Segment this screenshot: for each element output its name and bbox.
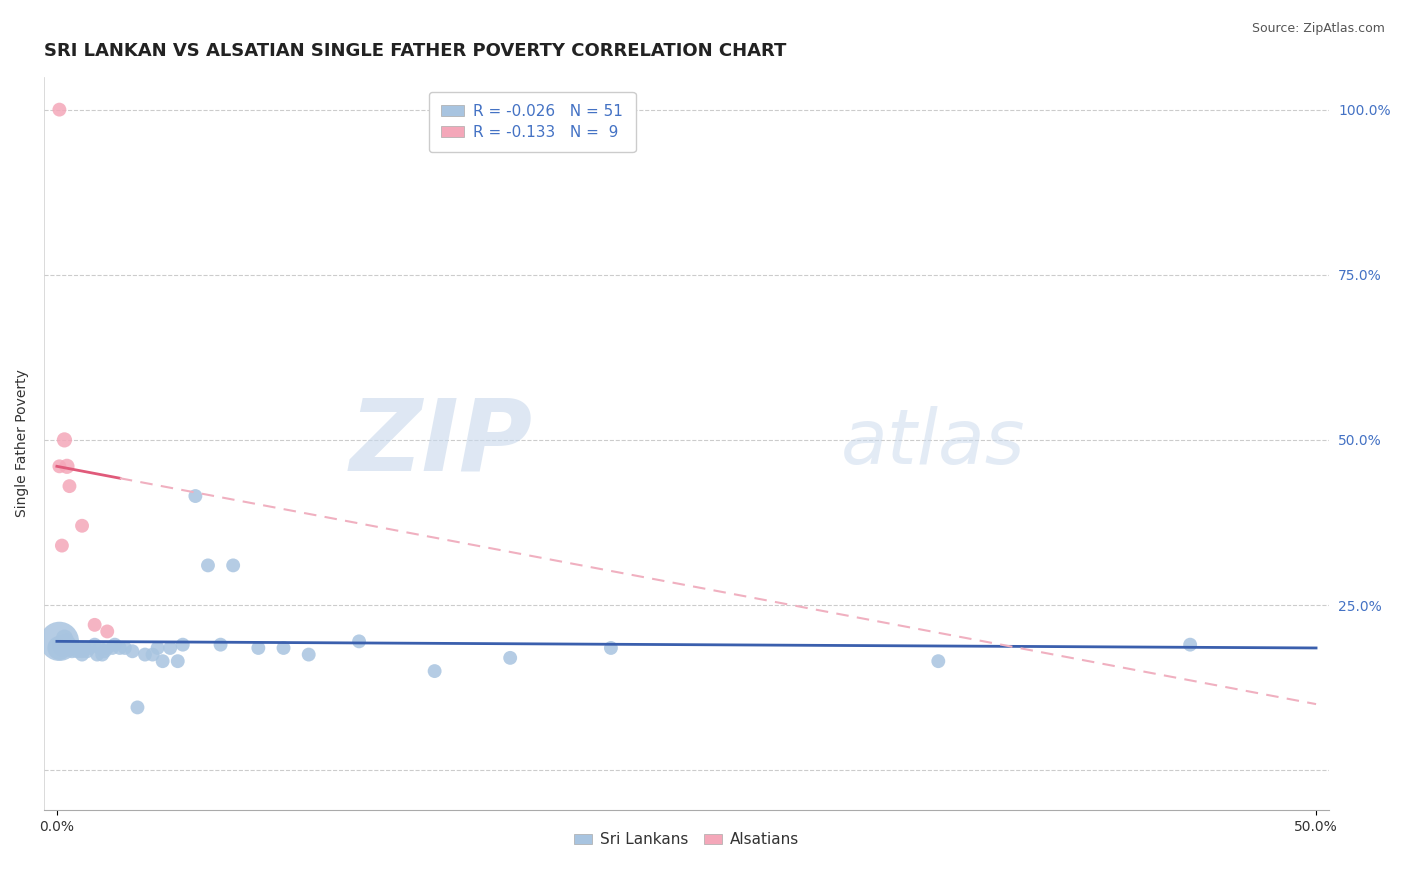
Point	[58, 638, 80, 652]
Point	[48, 640, 70, 655]
Point	[48, 634, 70, 648]
Point	[121, 644, 143, 658]
Point	[273, 640, 295, 655]
Point	[600, 640, 623, 655]
Point	[298, 648, 321, 662]
Point	[197, 558, 219, 573]
Point	[83, 638, 105, 652]
Text: Source: ZipAtlas.com: Source: ZipAtlas.com	[1251, 22, 1385, 36]
Point	[76, 644, 98, 658]
Point	[53, 640, 76, 655]
Legend: Sri Lankans, Alsatians: Sri Lankans, Alsatians	[568, 826, 806, 854]
Point	[159, 640, 181, 655]
Text: atlas: atlas	[841, 406, 1025, 480]
Point	[1178, 638, 1201, 652]
Point	[146, 640, 169, 655]
Point	[152, 654, 174, 668]
Point	[423, 664, 446, 678]
Point	[134, 648, 156, 662]
Point	[79, 640, 101, 655]
Point	[48, 103, 70, 117]
Point	[104, 638, 127, 652]
Point	[56, 640, 79, 655]
Point	[56, 459, 79, 474]
Point	[166, 654, 188, 668]
Point	[86, 648, 108, 662]
Point	[89, 640, 111, 655]
Point	[73, 640, 96, 655]
Point	[70, 644, 93, 658]
Point	[96, 640, 118, 655]
Point	[58, 640, 80, 655]
Text: ZIP: ZIP	[349, 394, 533, 491]
Point	[108, 640, 131, 655]
Point	[101, 640, 124, 655]
Point	[53, 631, 76, 645]
Point	[499, 651, 522, 665]
Point	[247, 640, 270, 655]
Point	[93, 644, 115, 658]
Point	[172, 638, 194, 652]
Point	[63, 640, 86, 655]
Point	[127, 700, 149, 714]
Point	[91, 648, 114, 662]
Point	[70, 518, 93, 533]
Point	[927, 654, 949, 668]
Point	[51, 638, 73, 652]
Point	[184, 489, 207, 503]
Point	[48, 459, 70, 474]
Point	[53, 433, 76, 447]
Point	[51, 539, 73, 553]
Point	[142, 648, 165, 662]
Point	[70, 648, 93, 662]
Point	[222, 558, 245, 573]
Point	[96, 624, 118, 639]
Point	[51, 640, 73, 655]
Point	[69, 640, 91, 655]
Point	[58, 479, 80, 493]
Text: SRI LANKAN VS ALSATIAN SINGLE FATHER POVERTY CORRELATION CHART: SRI LANKAN VS ALSATIAN SINGLE FATHER POV…	[44, 42, 786, 60]
Point	[209, 638, 232, 652]
Point	[83, 618, 105, 632]
Point	[114, 640, 136, 655]
Point	[60, 644, 83, 658]
Point	[56, 634, 79, 648]
Point	[347, 634, 370, 648]
Point	[66, 644, 89, 658]
Y-axis label: Single Father Poverty: Single Father Poverty	[15, 369, 30, 517]
